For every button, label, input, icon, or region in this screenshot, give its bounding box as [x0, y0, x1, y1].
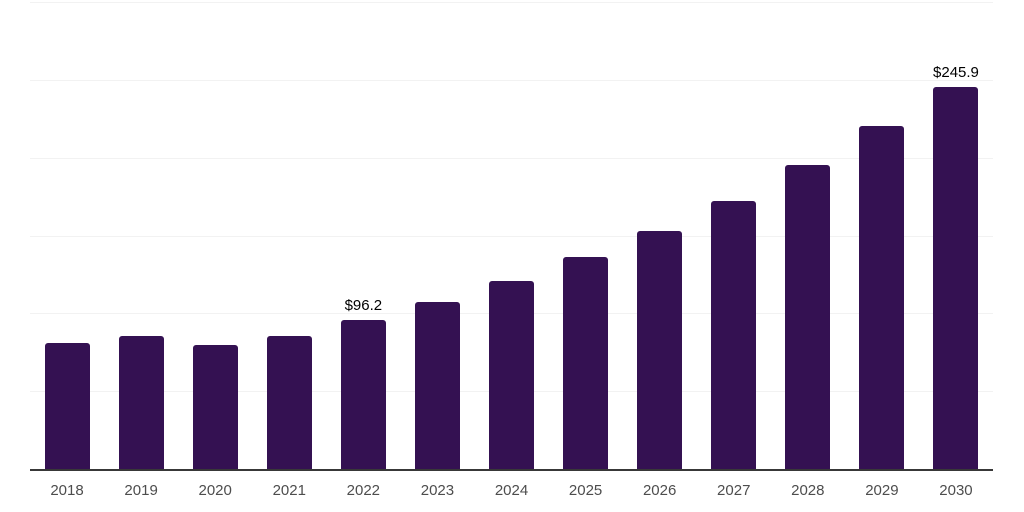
- bar-slot-2018: [30, 3, 104, 470]
- x-tick-label-2030: 2030: [939, 482, 973, 499]
- data-label-2022: $96.2: [344, 297, 383, 314]
- x-tick-label-2025: 2025: [568, 482, 603, 499]
- x-tick-label-2021: 2021: [272, 482, 306, 499]
- bar-2019: [118, 336, 164, 470]
- x-axis-line: [30, 469, 993, 471]
- x-tick-label-2024: 2024: [494, 482, 529, 499]
- bar-2024: [489, 281, 534, 470]
- bar-2022: [340, 320, 386, 470]
- bar-2026: [637, 231, 683, 470]
- gridline-300: [30, 2, 993, 3]
- bar-slot-2022: $96.2: [326, 3, 400, 470]
- x-tick-label-2023: 2023: [420, 482, 455, 499]
- bar-slot-2027: [697, 3, 771, 470]
- bar-2029: [859, 126, 905, 470]
- bar-slot-2025: [549, 3, 623, 470]
- gridline-200: [30, 157, 993, 159]
- data-label-2030: $245.9: [933, 64, 979, 81]
- x-tick-label-2019: 2019: [124, 482, 158, 499]
- x-tick-label-2018: 2018: [50, 482, 84, 499]
- bar-2021: [266, 336, 312, 470]
- gridline-150: [30, 235, 993, 237]
- bar-slot-2021: [252, 3, 326, 470]
- x-tick-label-2029: 2029: [865, 482, 899, 499]
- bar-slot-2024: [474, 3, 548, 470]
- bar-2020: [192, 345, 238, 470]
- bar-2028: [785, 165, 831, 470]
- x-tick-label-2028: 2028: [791, 482, 825, 499]
- bars-container: $96.2 $245.9: [30, 3, 993, 470]
- bar-slot-2030: $245.9: [919, 3, 993, 470]
- x-tick-label-2026: 2026: [642, 482, 677, 499]
- bar-2018: [44, 343, 90, 470]
- bar-slot-2020: [178, 3, 252, 470]
- gridline-250: [30, 79, 993, 81]
- x-tick-label-2020: 2020: [198, 482, 232, 499]
- bar-2025: [563, 257, 609, 470]
- bar-slot-2023: [400, 3, 474, 470]
- bar-slot-2028: [771, 3, 845, 470]
- bar-2027: [711, 201, 757, 470]
- bar-slot-2029: [845, 3, 919, 470]
- bar-slot-2019: [104, 3, 178, 470]
- bar-slot-2026: [623, 3, 697, 470]
- x-axis-labels: 2018 2019 2020 2021 2022 2023 2024 2025 2026 2027…: [30, 482, 993, 500]
- bar-2030: [933, 87, 979, 470]
- x-tick-label-2027: 2027: [717, 482, 751, 499]
- bar-2023: [414, 302, 460, 470]
- x-tick-label-2022: 2022: [346, 482, 381, 499]
